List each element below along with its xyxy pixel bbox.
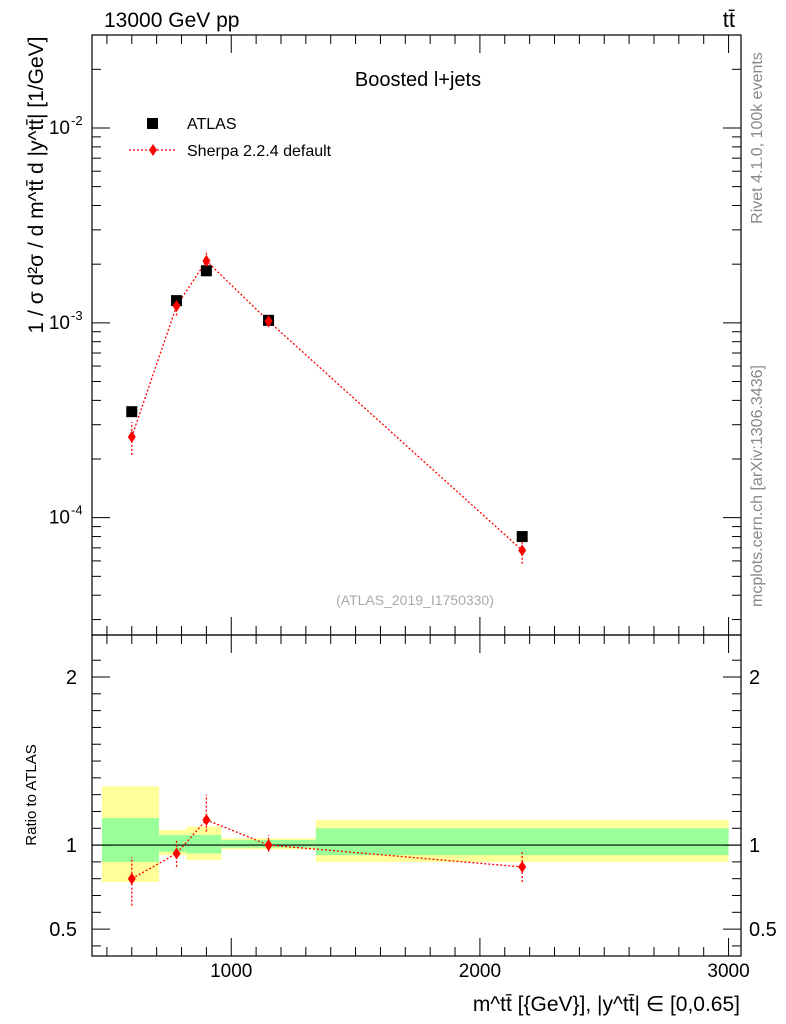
collision-energy-label: 13000 GeV pp	[104, 9, 239, 32]
ratio-sherpa-point	[127, 872, 136, 885]
x-tick-label: 1000	[210, 961, 252, 982]
ratio-stat-band	[159, 834, 187, 852]
ratio-stat-band	[186, 834, 222, 854]
main-y-tick-exponent: -2	[71, 113, 83, 128]
main-y-tick-exponent: -3	[71, 308, 83, 323]
ratio-sherpa-point	[172, 847, 181, 860]
ratio-stat-band	[315, 828, 729, 856]
ratio-y-axis-label: Ratio to ATLAS	[23, 744, 40, 845]
x-tick-label: 3000	[707, 961, 749, 982]
main-data-series	[126, 250, 528, 564]
main-y-tick-label: 10	[49, 508, 70, 529]
rivet-version-label: Rivet 4.1.0, 100k events	[749, 52, 766, 224]
ratio-panel-frame	[91, 634, 742, 957]
sherpa-data-point	[264, 315, 273, 328]
legend-atlas-marker	[147, 118, 158, 129]
x-axis-label: m^tt̄ [{GeV}], |y^tt̄| ∈ [0,0.65]	[473, 993, 740, 1016]
ratio-sherpa-point	[202, 813, 211, 826]
sherpa-data-point	[172, 299, 181, 312]
main-y-tick-label: 10	[49, 118, 70, 139]
ratio-stat-band	[101, 818, 160, 862]
main-y-tick-label: 10	[49, 313, 70, 334]
chart-title: Boosted l+jets	[355, 69, 481, 91]
process-label: tt̄	[723, 7, 735, 32]
sherpa-data-point	[518, 544, 527, 557]
main-y-tick-exponent: -4	[71, 503, 83, 518]
ratio-uncertainty-bands	[92, 786, 741, 883]
ratio-axis-ticks: 0.5 0.5 1 1 2 2 1000 2000 3000	[49, 635, 777, 982]
legend-sherpa-marker	[149, 144, 157, 156]
atlas-data-point	[516, 531, 528, 543]
sherpa-line	[131, 259, 523, 551]
ratio-sherpa-point	[518, 860, 527, 873]
ratio-y-tick-label-right: 0.5	[749, 919, 777, 941]
mcplots-reference-label: mcplots.cern.ch [arXiv:1306.3436]	[749, 365, 766, 607]
main-y-axis-label: 1 / σ d²σ / d m^tt̄ d |y^tt̄| [1/GeV]	[25, 37, 48, 334]
legend: ATLAS Sherpa 2.2.4 default	[129, 116, 332, 160]
ratio-data-series	[127, 794, 527, 906]
x-tick-label: 2000	[459, 961, 501, 982]
ratio-sherpa-point	[264, 839, 273, 852]
ratio-y-tick-label-right: 1	[749, 835, 760, 857]
ratio-y-tick-label: 2	[66, 667, 77, 689]
analysis-id-watermark: (ATLAS_2019_I1750330)	[336, 592, 494, 608]
ratio-y-tick-label: 0.5	[49, 919, 77, 941]
atlas-data-point	[126, 406, 138, 418]
sherpa-data-point	[127, 430, 136, 443]
main-axis-ticks: 10-410-310-2	[49, 34, 741, 635]
sherpa-data-point	[202, 254, 211, 267]
legend-sherpa-label: Sherpa 2.2.4 default	[187, 143, 332, 160]
atlas-data-point	[200, 265, 212, 277]
ratio-y-tick-label: 1	[66, 835, 77, 857]
legend-atlas-label: ATLAS	[187, 116, 237, 133]
ratio-y-tick-label-right: 2	[749, 667, 760, 689]
